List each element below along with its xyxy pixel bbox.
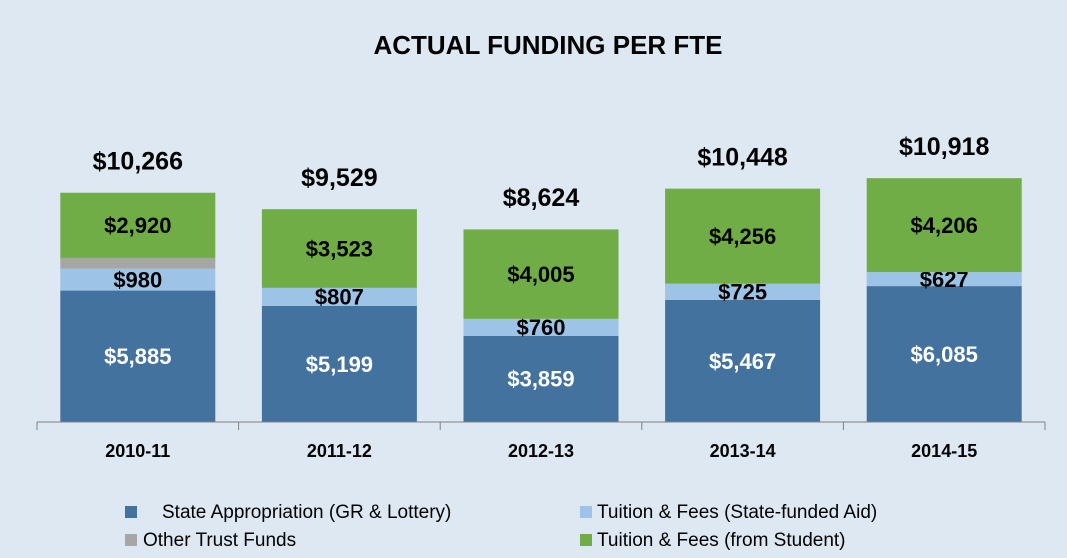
- data-label: $760: [517, 315, 566, 340]
- x-tick-label: 2014-15: [911, 441, 977, 461]
- x-tick-label: 2012-13: [508, 441, 574, 461]
- legend-label: State Appropriation (GR & Lottery): [162, 502, 451, 523]
- data-label: $2,920: [104, 213, 171, 238]
- bar-segment: [866, 286, 1022, 422]
- bar-segment: [463, 318, 619, 336]
- x-tick-label: 2010-11: [105, 441, 170, 461]
- bar-segment: [261, 305, 417, 422]
- data-label: $4,256: [709, 224, 776, 249]
- bar-segment: [866, 272, 1022, 287]
- legend-swatch: [580, 534, 592, 546]
- bar-segment: [60, 290, 216, 422]
- bar-segment: [866, 178, 1022, 273]
- data-label: $807: [315, 285, 364, 310]
- bar-segment: [665, 299, 821, 422]
- data-label: $4,005: [507, 262, 574, 287]
- bar-segment: [261, 209, 417, 288]
- data-label: $4,206: [911, 213, 978, 238]
- data-label: $5,467: [709, 349, 776, 374]
- total-label: $10,448: [697, 143, 787, 171]
- data-label: $725: [718, 280, 767, 305]
- bar-segment: [60, 268, 216, 291]
- bar-segment: [463, 335, 619, 422]
- x-tick-label: 2013-14: [710, 441, 776, 461]
- data-label: $5,199: [306, 352, 373, 377]
- data-label: $3,523: [306, 236, 373, 261]
- total-label: $9,529: [301, 164, 377, 192]
- legend-swatch: [125, 506, 137, 518]
- data-label: $3,859: [507, 367, 574, 392]
- legend-label: Tuition & Fees (State-funded Aid): [597, 502, 877, 523]
- bar-segment: [60, 257, 216, 269]
- bar-segment: [60, 192, 216, 258]
- total-label: $10,266: [93, 147, 183, 175]
- legend-swatch: [125, 534, 137, 546]
- legend-label: Tuition & Fees (from Student): [597, 530, 846, 551]
- data-label: $980: [113, 267, 162, 292]
- legend-swatch: [580, 506, 592, 518]
- x-tick-label: 2011-12: [307, 441, 372, 461]
- bar-segment: [665, 188, 821, 284]
- total-label: $8,624: [503, 184, 580, 212]
- data-label: $6,085: [911, 342, 978, 367]
- total-label: $10,918: [899, 133, 989, 161]
- bar-segment: [261, 287, 417, 306]
- chart-title: ACTUAL FUNDING PER FTE: [373, 30, 722, 60]
- bar-segment: [665, 283, 821, 300]
- bar-segment: [463, 229, 619, 319]
- legend-label: Other Trust Funds: [143, 530, 296, 551]
- data-label: $5,885: [104, 344, 171, 369]
